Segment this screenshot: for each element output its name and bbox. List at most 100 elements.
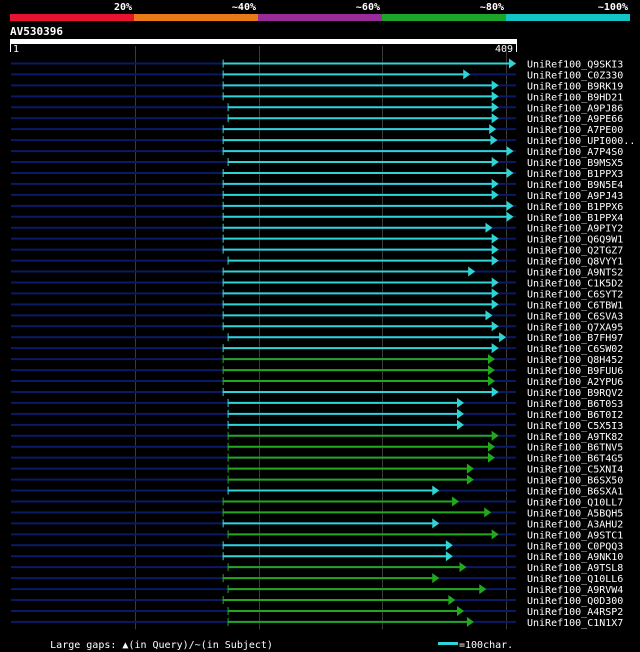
hit-row[interactable]: UniRef100_C6SW02 [11,343,623,355]
hit-label[interactable]: UniRef100_Q6Q9W1 [527,235,623,246]
hit-row[interactable]: UniRef100_A2YPU6 [11,376,623,388]
hit-label[interactable]: UniRef100_A4RSP2 [527,607,623,618]
hit-label[interactable]: UniRef100_Q8VYY1 [527,257,623,268]
hit-label[interactable]: UniRef100_A9NTS2 [527,268,623,279]
hit-label[interactable]: UniRef100_A9RVW4 [527,585,623,596]
hit-row[interactable]: UniRef100_Q8H452 [11,354,623,366]
hit-row[interactable]: UniRef100_B1PPX6 [11,200,623,213]
hit-label[interactable]: UniRef100_B6T0I2 [527,410,623,421]
hit-label[interactable]: UniRef100_B9HD21 [527,92,623,103]
hit-label[interactable]: UniRef100_Q9SKI3 [527,59,623,70]
hit-label[interactable]: UniRef100_Q10LL6 [527,574,623,585]
hit-row[interactable]: UniRef100_B1PPX4 [11,211,623,224]
hit-label[interactable]: UniRef100_B1PPX4 [527,213,623,224]
hit-row[interactable]: UniRef100_B7FH97 [11,332,623,344]
hit-row[interactable]: UniRef100_C5XNI4 [11,463,623,476]
hit-row[interactable]: UniRef100_B9FUU6 [11,365,623,377]
hit-row[interactable]: UniRef100_A9PE66 [11,113,623,125]
hit-label[interactable]: UniRef100_A9NK10 [527,552,623,563]
hit-row[interactable]: UniRef100_B9RQV2 [11,386,623,399]
hit-row[interactable]: UniRef100_Q0D300 [11,595,623,607]
hit-row[interactable]: UniRef100_Q8VYY1 [11,255,623,268]
hit-row[interactable]: UniRef100_A9RVW4 [11,584,623,596]
hit-label[interactable]: UniRef100_C1N1X7 [527,618,623,629]
hit-row[interactable]: UniRef100_B6SX50 [11,474,623,487]
hit-label[interactable]: UniRef100_A7P4S0 [527,147,623,158]
hit-label[interactable]: UniRef100_Q7XA95 [527,322,623,333]
hit-row[interactable]: UniRef100_C1N1X7 [11,616,623,629]
hit-row[interactable]: UniRef100_A9PJ86 [11,102,623,114]
hit-row[interactable]: UniRef100_Q7XA95 [11,321,623,333]
hit-label[interactable]: UniRef100_C6SVA3 [527,311,623,322]
hit-label[interactable]: UniRef100_A9PJ86 [527,103,623,114]
hit-label[interactable]: UniRef100_C6SW02 [527,344,623,355]
hit-row[interactable]: UniRef100_B9N5E4 [11,178,623,191]
hit-row[interactable]: UniRef100_A4RSP2 [11,605,623,618]
hit-row[interactable]: UniRef100_C6TBW1 [11,299,623,311]
hit-label[interactable]: UniRef100_A9TK82 [527,432,623,443]
hit-label[interactable]: UniRef100_Q0D300 [527,596,623,607]
hit-label[interactable]: UniRef100_B9RK19 [527,81,623,92]
hit-row[interactable]: UniRef100_C6SVA3 [11,310,623,322]
hit-row[interactable]: UniRef100_B6SXA1 [11,485,623,498]
hit-row[interactable]: UniRef100_B9RK19 [11,80,623,92]
hit-label[interactable]: UniRef100_Q2TGZ7 [527,246,623,257]
hit-row[interactable]: UniRef100_B6TNV5 [11,441,623,454]
hit-row[interactable]: UniRef100_A9STC1 [11,529,623,541]
hit-row[interactable]: UniRef100_C6SYT2 [11,288,623,300]
hit-label[interactable]: UniRef100_Q10LL7 [527,497,623,508]
hit-row[interactable]: UniRef100_A7PE00 [11,124,623,136]
hit-row[interactable]: UniRef100_Q6Q9W1 [11,233,623,246]
hit-label[interactable]: UniRef100_C1K5D2 [527,278,623,289]
hit-label[interactable]: UniRef100_C5XNI4 [527,465,623,476]
hit-label[interactable]: UniRef100_A9PE66 [527,114,623,125]
hit-label[interactable]: UniRef100_A7PE00 [527,125,623,136]
hit-label[interactable]: UniRef100_B6SXA1 [527,487,623,498]
hit-row[interactable]: UniRef100_Q2TGZ7 [11,244,623,257]
hit-label[interactable]: UniRef100_C0Z330 [527,70,623,81]
hit-label[interactable]: UniRef100_A3AHU2 [527,519,623,530]
hit-label[interactable]: UniRef100_A9TSL8 [527,563,623,574]
hit-label[interactable]: UniRef100_B6TNV5 [527,443,623,454]
hit-label[interactable]: UniRef100_B1PPX3 [527,169,623,180]
hit-label[interactable]: UniRef100_C0PQQ3 [527,541,623,552]
hit-row[interactable]: UniRef100_C0PQQ3 [11,540,623,552]
hit-label[interactable]: UniRef100_A9PJ43 [527,191,623,202]
hit-label[interactable]: UniRef100_B7FH97 [527,333,623,344]
hit-row[interactable]: UniRef100_A5BQH5 [11,507,623,519]
hit-row[interactable]: UniRef100_A7P4S0 [11,146,623,158]
hit-row[interactable]: UniRef100_B9MSX5 [11,157,623,169]
hit-row[interactable]: UniRef100_B6T0S3 [11,397,623,410]
hit-label[interactable]: UniRef100_B1PPX6 [527,202,623,213]
hit-row[interactable]: UniRef100_A9PIY2 [11,222,623,235]
hit-row[interactable]: UniRef100_A3AHU2 [11,518,623,530]
hit-label[interactable]: UniRef100_C6TBW1 [527,300,623,311]
hit-label[interactable]: UniRef100_B9MSX5 [527,158,623,169]
hit-row[interactable]: UniRef100_Q10LL7 [11,496,623,508]
hit-row[interactable]: UniRef100_A9NTS2 [11,266,623,279]
hit-label[interactable]: UniRef100_B6SX50 [527,476,623,487]
hit-row[interactable]: UniRef100_B9HD21 [11,91,623,103]
hit-label[interactable]: UniRef100_A2YPU6 [527,377,623,388]
hit-label[interactable]: UniRef100_B6T4G5 [527,454,623,465]
hit-row[interactable]: UniRef100_B6T4G5 [11,452,623,465]
hit-label[interactable]: UniRef100_B6T0S3 [527,399,623,410]
hit-label[interactable]: UniRef100_A9STC1 [527,530,623,541]
hit-label[interactable]: UniRef100_B9N5E4 [527,180,623,191]
hit-row[interactable]: UniRef100_B6T0I2 [11,408,623,421]
hit-row[interactable]: UniRef100_A9PJ43 [11,189,623,202]
hit-label[interactable]: UniRef100_C5X5I3 [527,421,623,432]
hit-label[interactable]: UniRef100_A9PIY2 [527,224,623,235]
hit-label[interactable]: UniRef100_B9RQV2 [527,388,623,399]
hit-label[interactable]: UniRef100_B9FUU6 [527,366,623,377]
hit-row[interactable]: UniRef100_B1PPX3 [11,167,623,180]
hit-row[interactable]: UniRef100_A9NK10 [11,551,623,563]
hit-row[interactable]: UniRef100_C0Z330 [11,69,623,81]
hit-row[interactable]: UniRef100_UPI000.. [11,135,635,147]
hit-row[interactable]: UniRef100_A9TSL8 [11,562,623,574]
hit-row[interactable]: UniRef100_Q9SKI3 [11,58,623,70]
hit-label[interactable]: UniRef100_C6SYT2 [527,289,623,300]
hit-row[interactable]: UniRef100_Q10LL6 [11,573,623,585]
hit-label[interactable]: UniRef100_A5BQH5 [527,508,623,519]
hit-row[interactable]: UniRef100_C1K5D2 [11,277,623,289]
